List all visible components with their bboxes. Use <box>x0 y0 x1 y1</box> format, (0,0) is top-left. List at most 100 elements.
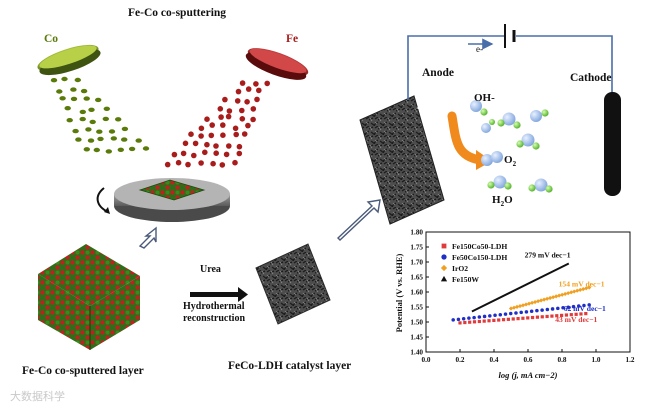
data-point <box>579 312 583 316</box>
data-point <box>508 311 513 316</box>
fe-particle <box>185 161 191 168</box>
co-particle <box>103 106 111 112</box>
fe-particle <box>164 161 171 168</box>
o2-molecule <box>481 151 503 166</box>
data-point <box>563 291 568 297</box>
fe-particle <box>226 108 233 114</box>
co-particle <box>89 119 96 125</box>
h2o-molecule <box>487 175 512 190</box>
fe-particle <box>254 96 260 103</box>
data-point <box>472 315 476 320</box>
y-tick-label: 1.70 <box>410 259 423 267</box>
fe-particle <box>220 122 226 128</box>
co-particle <box>117 147 125 152</box>
electron-arrow-icon <box>416 100 469 114</box>
y-tick-label: 1.45 <box>410 334 423 342</box>
ldh-layer-label: FeCo-LDH catalyst layer <box>228 360 352 372</box>
data-point <box>566 291 571 296</box>
data-point <box>508 306 514 311</box>
data-point <box>545 307 550 312</box>
co-particle <box>87 138 95 143</box>
data-point <box>526 316 530 320</box>
fe-particle <box>222 96 228 103</box>
fe-particle <box>236 143 243 150</box>
data-point <box>517 303 523 309</box>
oh-molecule <box>530 109 549 122</box>
data-point <box>554 294 559 299</box>
co-target <box>37 44 101 76</box>
co-particle <box>80 88 88 94</box>
anode-label: Anode <box>422 67 454 79</box>
co-particle <box>110 136 118 141</box>
slope-label: 62 mV dec−1 <box>564 304 606 313</box>
series-iro2: 154 mV dec−1 <box>508 280 605 311</box>
x-tick-label: 0.8 <box>558 356 567 364</box>
data-point <box>529 309 534 314</box>
fe-particle <box>235 88 242 95</box>
data-point <box>482 319 486 323</box>
data-point <box>482 314 487 319</box>
fe-particle <box>239 80 246 86</box>
legend-label: Fe150Co50-LDH <box>452 242 507 251</box>
co-particle <box>83 96 90 101</box>
co-particle <box>79 116 86 122</box>
electron-label-top: e- <box>476 44 483 54</box>
data-point <box>545 314 549 319</box>
chart-x-axis-label: log (j, mA cm−2) <box>499 370 558 380</box>
chart-legend: Fe150Co50-LDH Fe50Co150-LDH IrO2 Fe150W <box>440 242 507 284</box>
co-particle <box>142 146 150 151</box>
battery-icon <box>504 24 516 48</box>
h2o-molecule <box>528 178 553 193</box>
data-point <box>550 314 554 318</box>
co-particle <box>121 126 129 132</box>
data-point <box>461 316 466 321</box>
reaction-arrow-icon <box>447 111 485 165</box>
co-particle <box>135 138 142 143</box>
data-point <box>572 289 577 294</box>
fe-particle-spray <box>164 80 271 168</box>
data-point <box>501 318 506 322</box>
data-point <box>540 308 544 312</box>
cosputtered-layer-cube <box>38 244 140 350</box>
fe-particle <box>250 106 257 112</box>
chart-series-layer: 43 mV dec−1 62 mV dec−1 154 mV dec−1 279 mV… <box>451 251 606 325</box>
fe-particle <box>209 122 215 128</box>
fe-label: Fe <box>286 33 299 45</box>
fe-particle <box>239 107 245 114</box>
co-particle <box>115 117 122 122</box>
legend-marker <box>440 275 448 282</box>
data-point <box>487 319 491 323</box>
data-point <box>564 313 569 317</box>
data-point <box>468 320 472 324</box>
co-particle-spray <box>50 76 150 154</box>
fe-particle <box>198 133 204 139</box>
data-point <box>526 301 532 306</box>
fe-particle <box>213 150 219 156</box>
ldh-catalyst-layer <box>255 243 331 325</box>
data-point <box>535 299 541 304</box>
data-point <box>498 312 503 317</box>
watermark-text: 大数据科学 <box>10 390 65 403</box>
fe-particle <box>180 150 187 157</box>
fe-particle <box>255 87 262 94</box>
legend-marker <box>441 243 447 249</box>
fe-particle <box>210 160 216 167</box>
fe-particle <box>182 140 189 147</box>
fe-particle <box>239 116 246 122</box>
legend-marker <box>440 264 448 272</box>
co-particle <box>56 89 63 94</box>
co-particle <box>50 78 58 83</box>
legend-entry: Fe50Co150-LDH <box>441 253 507 262</box>
process-arrow-icon <box>190 287 248 302</box>
legend-label: Fe50Co150-LDH <box>452 253 507 262</box>
x-tick-label: 0.2 <box>456 356 465 364</box>
rotating-substrate <box>114 178 230 222</box>
data-point <box>569 290 574 295</box>
legend-label: Fe150W <box>452 275 479 284</box>
oh-label: OH- <box>474 92 495 104</box>
fe-particle <box>226 143 232 149</box>
h2o-molecule <box>516 133 540 150</box>
co-particle <box>66 118 73 123</box>
data-point <box>587 303 591 307</box>
fe-particle <box>208 132 215 139</box>
